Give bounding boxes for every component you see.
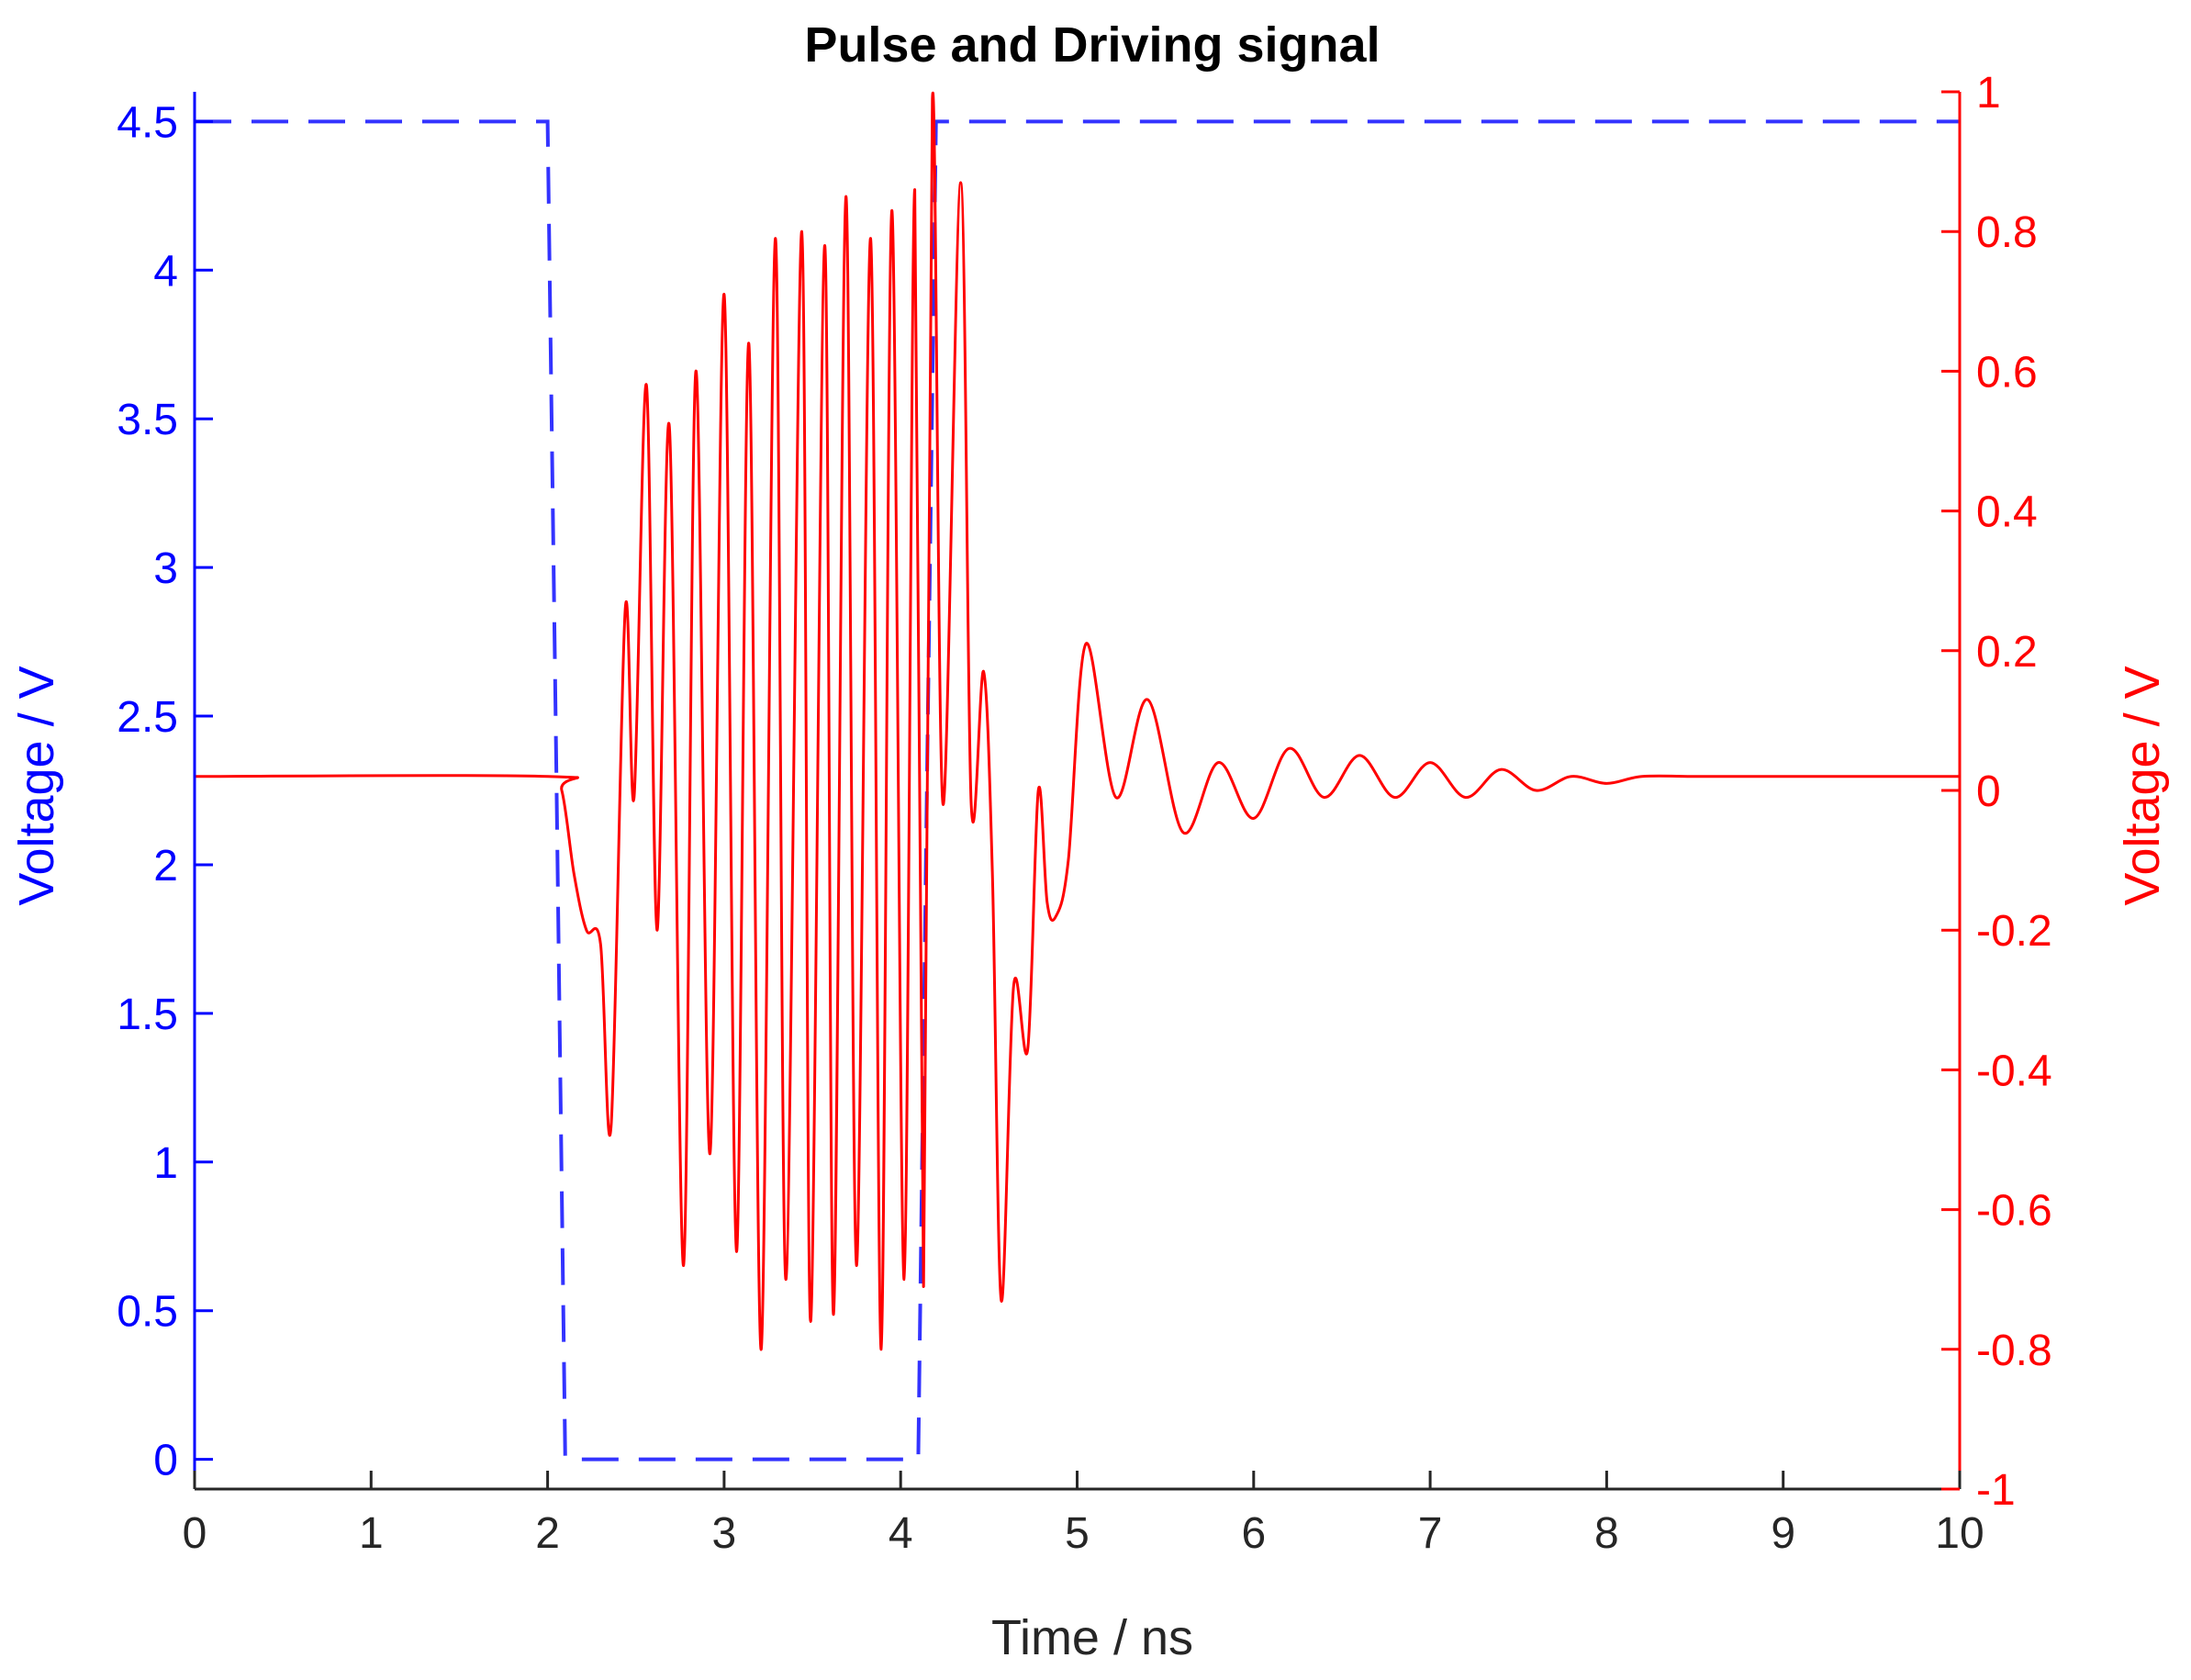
plot-area [194, 92, 1961, 1462]
series-line-driving [194, 92, 1961, 1351]
y-tick-label-right: 0.2 [1976, 628, 2038, 677]
axes: 0 1 2 3 4 5 6 7 8 9 1000.511.522.533.544.5-1-0.8-0… [117, 69, 2051, 1558]
x-tick-label: 3 [712, 1509, 737, 1558]
y-tick-label-left: 0 [153, 1437, 178, 1485]
y-tick-label-left: 0.5 [117, 1288, 178, 1337]
y-tick-label-right: 1 [1976, 69, 2001, 118]
x-tick-label: 8 [1594, 1509, 1619, 1558]
x-axis-label: Time / ns [991, 1610, 1193, 1665]
chart-title: Pulse and Driving signal [804, 17, 1380, 73]
y-tick-label-left: 2 [153, 842, 178, 890]
y-tick-label-left: 4.5 [117, 98, 178, 147]
y-tick-label-left: 2.5 [117, 693, 178, 742]
y-tick-label-right: -1 [1976, 1466, 2016, 1515]
y-tick-label-left: 1.5 [117, 991, 178, 1039]
x-tick-label: 0 [183, 1509, 207, 1558]
x-tick-label: 9 [1771, 1509, 1795, 1558]
y-axis-label-right: Voltage / V [2115, 666, 2170, 905]
y-tick-label-right: 0.8 [1976, 208, 2038, 257]
x-tick-label: 6 [1241, 1509, 1266, 1558]
x-tick-label: 1 [359, 1509, 384, 1558]
y-tick-label-right: 0.4 [1976, 488, 2038, 537]
y-tick-label-right: -0.2 [1976, 907, 2052, 956]
x-tick-label: 10 [1935, 1509, 1984, 1558]
y-tick-label-right: -0.4 [1976, 1047, 2052, 1095]
x-tick-label: 2 [535, 1509, 560, 1558]
y-tick-label-right: -0.6 [1976, 1187, 2052, 1236]
x-tick-label: 4 [889, 1509, 913, 1558]
y-tick-label-right: -0.8 [1976, 1327, 2052, 1375]
y-tick-label-left: 3 [153, 544, 178, 593]
x-tick-label: 7 [1418, 1509, 1443, 1558]
y-axis-label-left: Voltage / V [9, 666, 64, 905]
y-tick-label-left: 3.5 [117, 396, 178, 444]
y-tick-label-right: 0.6 [1976, 348, 2038, 397]
y-tick-label-left: 1 [153, 1139, 178, 1188]
x-tick-label: 5 [1065, 1509, 1090, 1558]
y-tick-label-left: 4 [153, 247, 178, 296]
y-tick-label-right: 0 [1976, 767, 2001, 816]
